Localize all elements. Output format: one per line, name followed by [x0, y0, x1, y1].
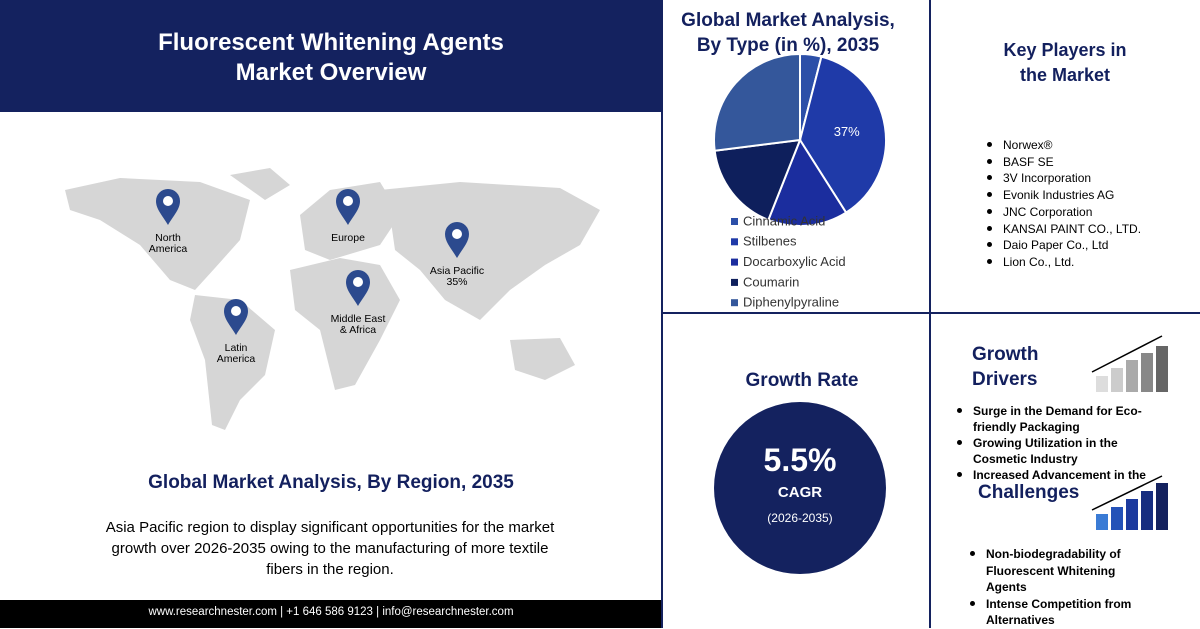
- region-title: Global Market Analysis, By Region, 2035: [148, 472, 514, 493]
- list-item: Surge in the Demand for Eco-friendly Pac…: [955, 403, 1160, 435]
- pin-hole: [452, 229, 462, 239]
- region-description: Asia Pacific region to display significa…: [105, 519, 555, 578]
- region-label: Middle East: [331, 313, 386, 325]
- cagr-value: 5.5%: [763, 442, 837, 478]
- list-item: KANSAI PAINT CO., LTD.: [985, 221, 1141, 238]
- region-label: America: [217, 353, 256, 365]
- pie-slice: [713, 138, 802, 222]
- map-pin: [224, 299, 248, 335]
- region-label: & Africa: [340, 324, 376, 336]
- legend-swatch: [731, 299, 738, 307]
- pie-title: Global Market Analysis, By Type (in %), …: [681, 10, 895, 56]
- legend-swatch: [731, 258, 738, 266]
- legend-swatch: [731, 278, 738, 286]
- drivers-list: Surge in the Demand for Eco-friendly Pac…: [955, 403, 1160, 483]
- list-item: BASF SE: [985, 154, 1141, 171]
- list-item: Growing Utilization in the Cosmetic Indu…: [955, 435, 1160, 467]
- map-pin: [336, 189, 360, 225]
- players-list: Norwex® BASF SE 3V Incorporation Evonik Ind…: [985, 137, 1141, 271]
- world-map: [65, 168, 600, 430]
- footer-text: www.researchnester.com | +1 646 586 9123…: [148, 606, 514, 618]
- legend-label: Stilbenes: [743, 234, 797, 249]
- legend-swatch: [731, 238, 738, 246]
- legend-label: Cinnamic Acid: [743, 213, 825, 228]
- slice-label: 37%: [834, 124, 860, 139]
- challenges-title: Challenges: [978, 482, 1080, 504]
- drivers-title: Growth Drivers: [972, 344, 1039, 390]
- list-item: Lion Co., Ltd.: [985, 254, 1141, 271]
- growth-title: Growth Rate: [745, 370, 859, 391]
- legend-label: Diphenylpyraline: [743, 295, 839, 310]
- list-item: Norwex®: [985, 137, 1141, 154]
- list-item: Intense Competition from Alternatives: [968, 596, 1148, 629]
- list-item: Evonik Industries AG: [985, 187, 1141, 204]
- list-item: Daio Paper Co., Ltd: [985, 237, 1141, 254]
- title: Fluorescent Whitening Agents Market Overv…: [0, 28, 662, 88]
- players-title: Key Players in the Market: [1003, 40, 1127, 85]
- cagr-label: CAGR: [777, 484, 823, 501]
- legend-label: Coumarin: [743, 274, 799, 289]
- legend-swatch: [731, 218, 738, 225]
- pin-hole: [231, 306, 241, 316]
- challenge-icon: [1091, 475, 1168, 530]
- list-item: Increased Advancement in the: [955, 467, 1160, 483]
- legend-label: Docarboxylic Acid: [743, 254, 846, 269]
- region-label: Latin: [225, 342, 248, 354]
- list-item: 3V Incorporation: [985, 170, 1141, 187]
- list-item: JNC Corporation: [985, 204, 1141, 221]
- region-label: Asia Pacific: [430, 265, 484, 277]
- title-line: Fluorescent Whitening Agents: [158, 29, 504, 56]
- challenges-list: Non-biodegradability of Fluorescent Whit…: [968, 546, 1148, 629]
- pin-hole: [343, 196, 353, 206]
- cagr-circle: [714, 402, 886, 574]
- footer-bar: [0, 600, 662, 628]
- pie-slice: [713, 52, 801, 152]
- growth-icon: [1091, 335, 1168, 392]
- region-label: 35%: [446, 276, 467, 288]
- pin-hole: [163, 196, 173, 206]
- region-label: Europe: [331, 232, 365, 244]
- map-pin: [156, 189, 180, 225]
- pin-hole: [353, 277, 363, 287]
- map-pin: [346, 270, 370, 306]
- cagr-period: (2026-2035): [767, 511, 833, 525]
- region-label: America: [149, 243, 188, 255]
- pie-slice: [767, 137, 848, 227]
- title-line: Market Overview: [235, 59, 427, 86]
- header: [0, 0, 662, 112]
- region-label: North: [155, 232, 181, 244]
- list-item: Non-biodegradability of Fluorescent Whit…: [968, 546, 1148, 596]
- map-pin: [445, 222, 469, 258]
